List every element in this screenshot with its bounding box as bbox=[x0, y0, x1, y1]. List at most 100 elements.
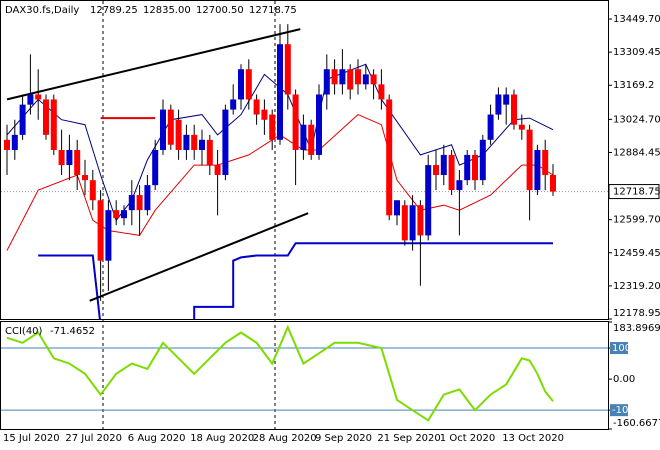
indicator-line bbox=[89, 212, 309, 302]
candle-body bbox=[89, 180, 96, 201]
candle-body bbox=[542, 149, 549, 175]
candle-body bbox=[456, 180, 463, 191]
x-tick-label: 27 Jul 2020 bbox=[65, 433, 122, 444]
candle-body bbox=[526, 129, 533, 191]
candle-body bbox=[82, 174, 88, 181]
candle-body bbox=[386, 99, 393, 216]
candle-body bbox=[417, 205, 424, 236]
candle-body bbox=[230, 99, 237, 110]
x-tick-label: 28 Aug 2020 bbox=[253, 433, 317, 444]
y-tick-label: 12459.45 bbox=[613, 248, 660, 259]
candle-body bbox=[144, 185, 151, 211]
candle-body bbox=[401, 205, 408, 241]
candle-body bbox=[253, 99, 260, 115]
candle-body bbox=[97, 200, 104, 261]
candle-body bbox=[339, 69, 346, 85]
indicator-line bbox=[6, 63, 554, 222]
candle-body bbox=[167, 109, 174, 145]
price-plot bbox=[1, 24, 608, 319]
candle-body bbox=[206, 139, 213, 166]
y-tick-label: 13449.70 bbox=[613, 14, 660, 25]
candle-body bbox=[238, 69, 244, 100]
candle-body bbox=[152, 149, 159, 186]
x-tick-label: 6 Aug 2020 bbox=[128, 433, 186, 444]
candle-body bbox=[440, 154, 447, 175]
candle-body bbox=[472, 154, 478, 181]
level-label-box bbox=[610, 404, 628, 417]
candle-body bbox=[160, 109, 166, 150]
candle-body bbox=[316, 94, 322, 155]
candle-body bbox=[300, 124, 307, 150]
candle-body bbox=[331, 69, 338, 85]
candle-body bbox=[503, 94, 510, 105]
candle-body bbox=[35, 94, 42, 100]
candle-body bbox=[284, 44, 291, 95]
candle-body bbox=[136, 195, 143, 211]
candle-body bbox=[4, 139, 10, 150]
candle-body bbox=[74, 149, 81, 175]
candle-body bbox=[479, 139, 486, 181]
candle-body bbox=[362, 74, 369, 85]
y-tick-label: 183.8969 bbox=[613, 323, 660, 334]
y-tick-label: 12599.70 bbox=[613, 215, 660, 226]
candle-body bbox=[261, 109, 268, 120]
candle-body bbox=[394, 200, 400, 216]
candle-body bbox=[433, 165, 439, 175]
x-tick-label: 18 Aug 2020 bbox=[190, 433, 254, 444]
y-tick-label: 13309.45 bbox=[613, 47, 660, 58]
x-tick-label: 9 Sep 2020 bbox=[315, 433, 372, 444]
candle-body bbox=[128, 195, 135, 211]
cci-title: CCI(40) bbox=[5, 326, 43, 337]
candle-body bbox=[308, 124, 315, 155]
candle-body bbox=[245, 69, 252, 100]
axes: 13449.70 13309.45 13169.2 13024.70 12884.45 1… bbox=[3, 14, 660, 444]
candle-body bbox=[66, 149, 73, 166]
candle-body bbox=[292, 94, 299, 150]
title-close: 12718.75 bbox=[249, 5, 297, 16]
y-tick-label: -100 bbox=[612, 405, 635, 416]
candle-body bbox=[347, 69, 354, 90]
candle-body bbox=[323, 69, 330, 95]
y-tick-label: 12178.95 bbox=[613, 308, 660, 319]
cci-line bbox=[6, 324, 554, 422]
candle-body bbox=[370, 74, 377, 85]
candle-body bbox=[511, 94, 517, 125]
x-tick-label: 21 Sep 2020 bbox=[377, 433, 440, 444]
y-tick-label: 100 bbox=[612, 343, 631, 354]
candle-body bbox=[11, 134, 18, 150]
indicator-line bbox=[6, 28, 301, 101]
indicator-line bbox=[38, 242, 553, 319]
candle-body bbox=[487, 114, 494, 140]
candle-body bbox=[277, 44, 283, 140]
candle-body bbox=[222, 109, 229, 175]
current-price-label: 12718.75 bbox=[613, 187, 660, 198]
title-high: 12835.00 bbox=[143, 5, 191, 16]
candle-body bbox=[43, 99, 49, 135]
candle-body bbox=[269, 114, 276, 140]
cci-frame bbox=[0, 321, 609, 430]
y-tick-label: 13024.70 bbox=[613, 114, 660, 125]
y-tick-label: 12319.20 bbox=[613, 281, 660, 292]
candle-body bbox=[113, 210, 120, 219]
candle-body bbox=[214, 165, 221, 175]
candle-body bbox=[191, 134, 198, 150]
price-frame bbox=[0, 0, 609, 320]
candle-body bbox=[518, 124, 525, 130]
candle-body bbox=[199, 139, 205, 150]
chart-title: DAX30.fs,Daily bbox=[5, 5, 79, 16]
candle-body bbox=[448, 154, 455, 191]
candle-body bbox=[50, 99, 57, 150]
candle-body bbox=[19, 104, 26, 135]
y-tick-label: 0.00 bbox=[613, 374, 635, 385]
x-tick-label: 13 Oct 2020 bbox=[502, 433, 564, 444]
title-low: 12700.50 bbox=[196, 5, 244, 16]
candle-body bbox=[121, 210, 127, 219]
candle-body bbox=[495, 94, 502, 115]
x-tick-label: 15 Jul 2020 bbox=[3, 433, 60, 444]
y-tick-label: 13169.2 bbox=[613, 80, 654, 91]
candle-body bbox=[409, 205, 416, 241]
title-open: 12789.25 bbox=[90, 5, 138, 16]
x-tick-label: 1 Oct 2020 bbox=[440, 433, 495, 444]
candle-body bbox=[550, 174, 556, 192]
